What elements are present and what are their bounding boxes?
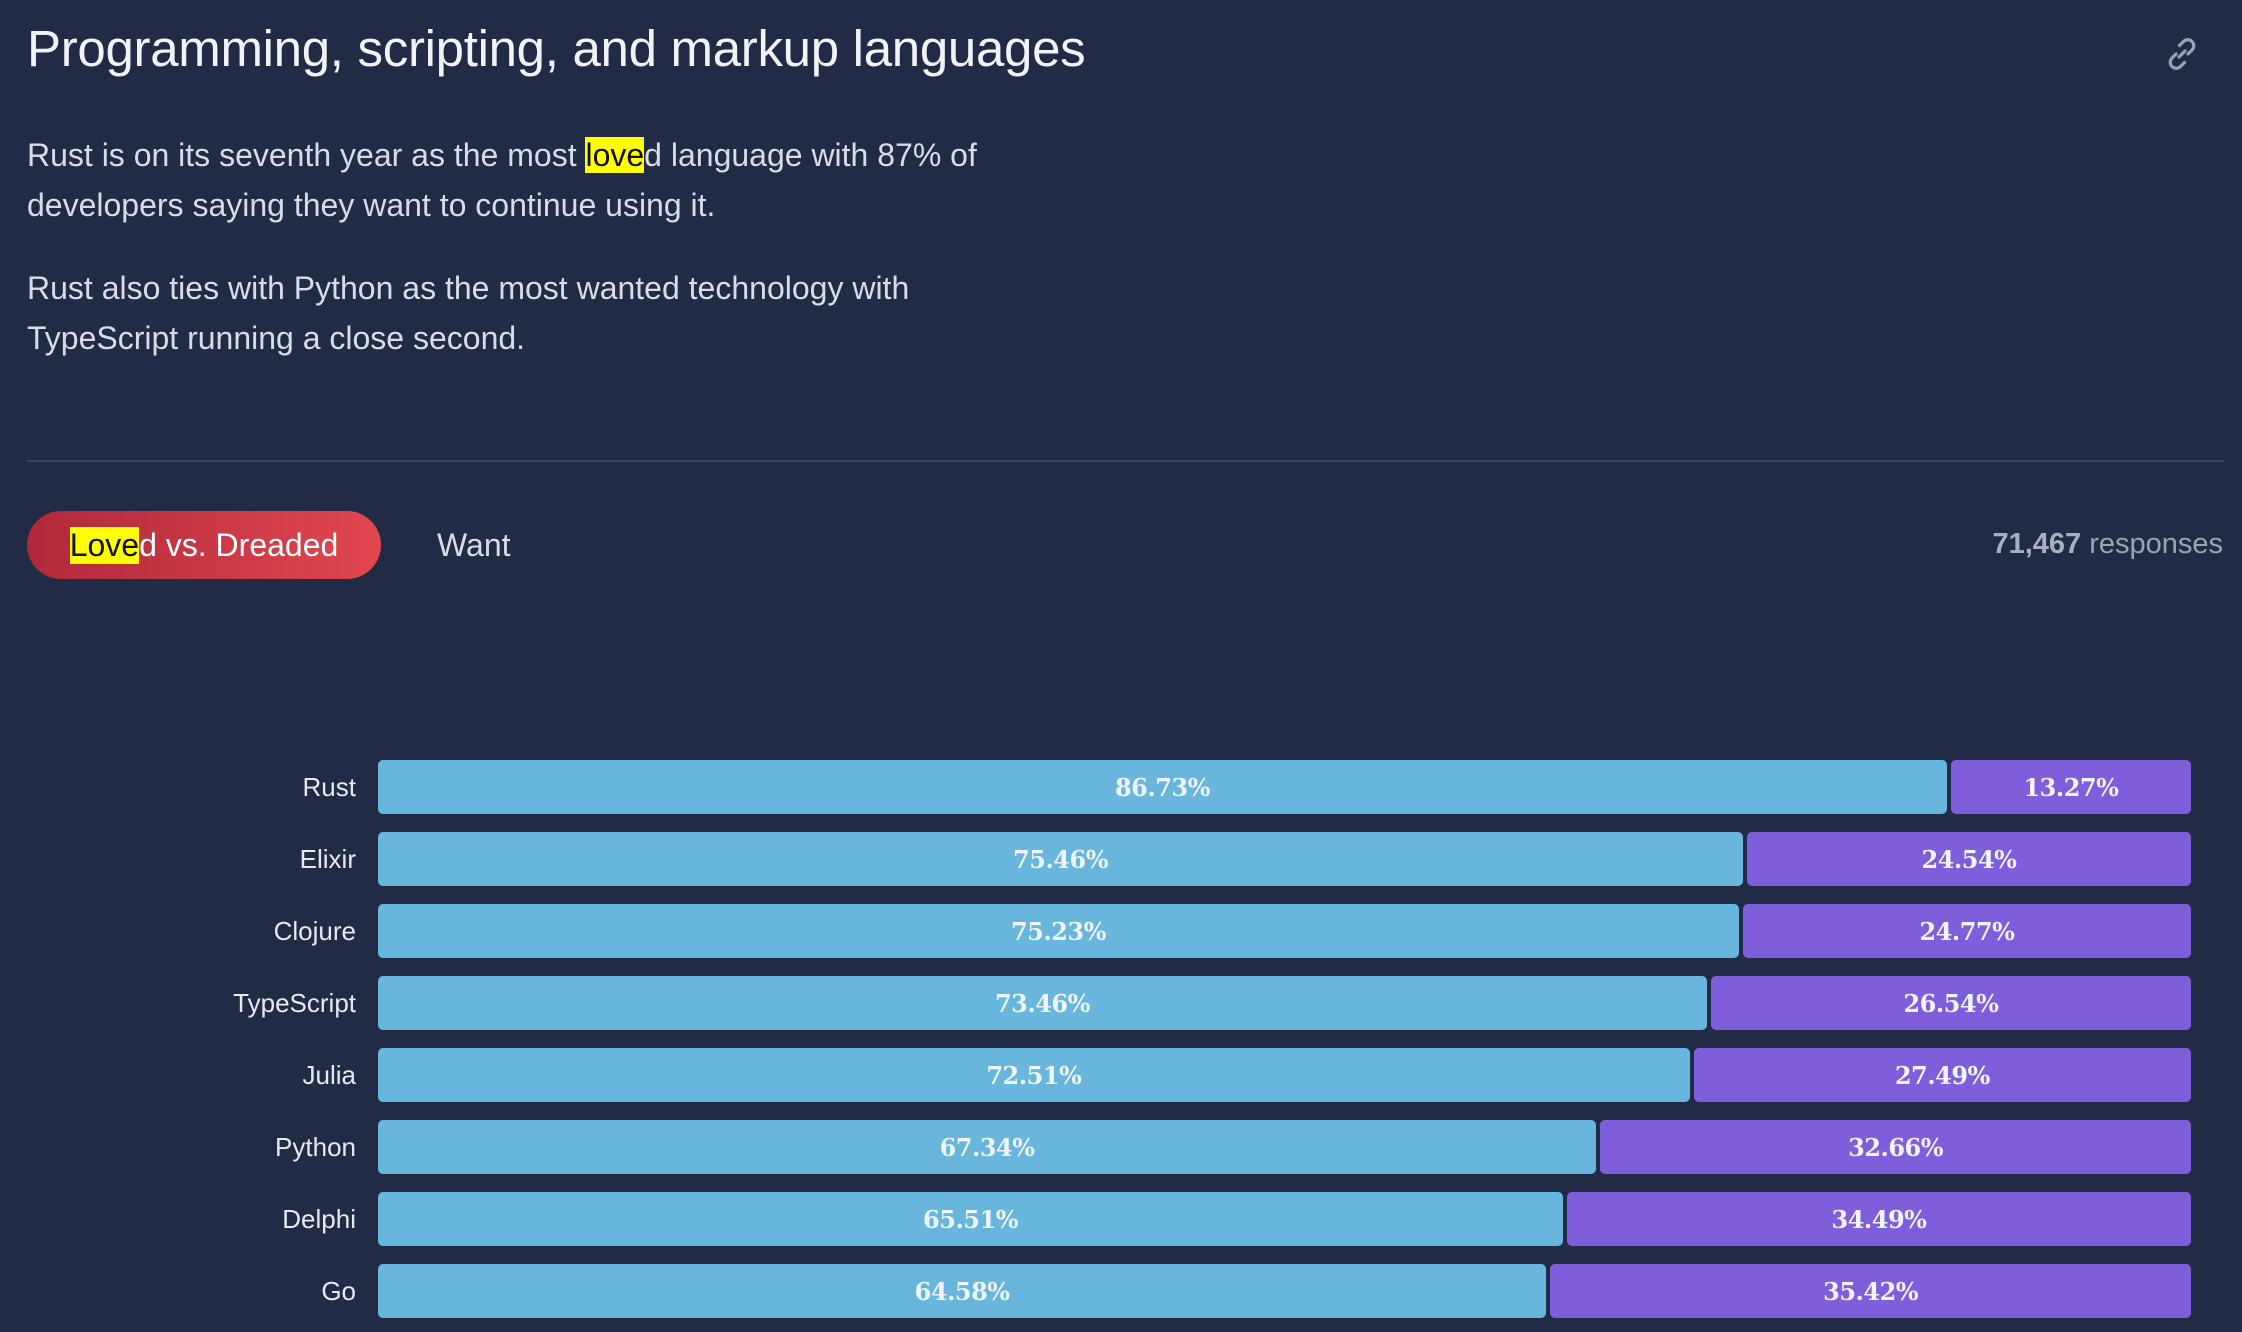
chart-row: Go 64.58% 35.42% <box>0 1264 2242 1318</box>
dreaded-bar[interactable]: 35.42% <box>1550 1264 2191 1318</box>
search-highlight: love <box>585 137 645 173</box>
chart-row: Rust 86.73% 13.27% <box>0 760 2242 814</box>
link-icon[interactable] <box>2162 34 2202 74</box>
loved-bar[interactable]: 72.51% <box>378 1048 1690 1102</box>
dreaded-bar[interactable]: 27.49% <box>1693 1048 2191 1102</box>
category-label: Rust <box>302 772 356 802</box>
chart-row: Clojure 75.23% 24.77% <box>0 904 2242 958</box>
dreaded-bar[interactable]: 34.49% <box>1567 1192 2191 1246</box>
category-label: TypeScript <box>233 988 356 1018</box>
loved-vs-dreaded-chart: Rust 86.73% 13.27% Elixir 75.46% 24.54% Clojur… <box>0 760 2242 1320</box>
responses-count: 71,467 responses <box>1992 528 2223 561</box>
intro-text-after: d language with 87% of developers saying… <box>27 137 977 223</box>
loved-bar[interactable]: 64.58% <box>378 1264 1547 1318</box>
tab-want[interactable]: Want <box>437 526 511 563</box>
dreaded-bar[interactable]: 32.66% <box>1600 1120 2191 1174</box>
dreaded-bar[interactable]: 13.27% <box>1950 760 2191 814</box>
category-label: Go <box>321 1276 356 1306</box>
intro-paragraph-loved: Rust is on its seventh year as the most … <box>27 130 1027 230</box>
chart-row: Elixir 75.46% 24.54% <box>0 832 2242 886</box>
tab-search-highlight: Love <box>69 526 140 564</box>
category-label: Clojure <box>273 916 356 946</box>
chart-row: Python 67.34% 32.66% <box>0 1120 2242 1174</box>
dreaded-bar[interactable]: 24.54% <box>1747 832 2191 886</box>
dreaded-bar[interactable]: 26.54% <box>1710 976 2191 1030</box>
category-label: Elixir <box>299 844 356 874</box>
loved-bar[interactable]: 65.51% <box>378 1192 1564 1246</box>
tab-loved-vs-dreaded[interactable]: Love d vs. Dreaded <box>27 511 381 579</box>
chart-row: Delphi 65.51% 34.49% <box>0 1192 2242 1246</box>
section-divider <box>27 460 2224 462</box>
category-label: Julia <box>302 1060 356 1090</box>
chart-row: TypeScript 73.46% 26.54% <box>0 976 2242 1030</box>
page-title: Programming, scripting, and markup langu… <box>27 20 1086 77</box>
tab-loved-label-rest: d vs. Dreaded <box>139 526 339 563</box>
intro-text-before: Rust is on its seventh year as the most <box>27 137 586 173</box>
loved-bar[interactable]: 67.34% <box>378 1120 1597 1174</box>
loved-bar[interactable]: 75.23% <box>378 904 1739 958</box>
loved-bar[interactable]: 86.73% <box>378 760 1947 814</box>
dreaded-bar[interactable]: 24.77% <box>1742 904 2191 958</box>
chart-row: Julia 72.51% 27.49% <box>0 1048 2242 1102</box>
category-label: Delphi <box>282 1204 356 1234</box>
responses-number: 71,467 <box>1992 528 2082 560</box>
category-label: Python <box>275 1132 356 1162</box>
loved-bar[interactable]: 73.46% <box>378 976 1707 1030</box>
intro-paragraph-wanted: Rust also ties with Python as the most w… <box>27 270 910 356</box>
responses-label: responses <box>2081 528 2223 560</box>
loved-bar[interactable]: 75.46% <box>378 832 1744 886</box>
